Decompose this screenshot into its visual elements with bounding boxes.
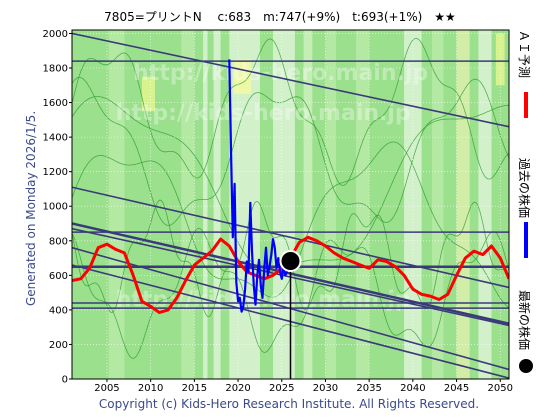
chart-title: 7805=プリントN c:683 m:747(+9%) t:693(+1%) ★… <box>104 10 456 24</box>
background-band <box>141 76 156 112</box>
legend-entry: ＡＩ予測 <box>517 30 531 118</box>
y-tick-label: 600 <box>49 271 68 282</box>
x-tick-label: 2010 <box>138 383 163 394</box>
trend-line <box>72 186 509 289</box>
background-band <box>456 30 470 379</box>
background-band <box>181 30 195 379</box>
x-tick-label: 2030 <box>313 383 338 394</box>
past-price-line <box>228 59 292 313</box>
x-tick-label: 2015 <box>182 383 207 394</box>
y-tick-label: 1400 <box>43 133 68 144</box>
background-band <box>325 30 336 379</box>
x-tick-label: 2025 <box>269 383 294 394</box>
y-tick-label: 400 <box>49 305 68 316</box>
y-tick-label: 1600 <box>43 98 68 109</box>
x-tick-label: 2045 <box>444 383 469 394</box>
trend-line <box>72 32 509 128</box>
background-wave <box>72 37 509 186</box>
x-tick-label: 2005 <box>94 383 119 394</box>
background-band <box>303 30 313 379</box>
watermark-text: http://kids-hero.main.jp <box>133 61 428 86</box>
latest-price-layer <box>279 249 302 379</box>
background-band <box>203 30 208 379</box>
legend-label: ＡＩ予測 <box>517 30 531 78</box>
plot-area: http://kids-hero.main.jp http://kids-hero… <box>72 30 509 379</box>
background-band <box>108 30 125 379</box>
watermark-text: http://kids-hero.main.jp <box>116 101 411 126</box>
x-axis-ticks: 2005 2010 2015 2020 2025 2030 2035 2040 2045 2050 <box>94 379 513 394</box>
background-band <box>495 33 505 86</box>
background-band <box>273 30 295 379</box>
y-axis-ticks: 0 200 400 600 800 1000 1200 1400 1600 1800 2000 <box>43 29 72 386</box>
y-tick-label: 800 <box>49 236 68 247</box>
latest-price-dot <box>279 249 302 272</box>
y-tick-label: 200 <box>49 340 68 351</box>
background-wave <box>72 77 509 226</box>
y-tick-label: 0 <box>62 375 68 386</box>
legend-label: 最新の株価 <box>517 290 532 350</box>
y-tick-label: 1200 <box>43 167 68 178</box>
background-band <box>432 30 444 379</box>
background-band <box>478 30 492 379</box>
x-tick-label: 2020 <box>225 383 250 394</box>
legend-entry: 最新の株価 <box>517 290 533 373</box>
generated-date: Generated on Monday 2026/1/5. <box>24 111 38 306</box>
background-band <box>213 30 221 379</box>
x-tick-label: 2050 <box>488 383 513 394</box>
y-tick-label: 1800 <box>43 64 68 75</box>
legend-label: 過去の株価 <box>517 158 532 218</box>
x-tick-label: 2040 <box>400 383 425 394</box>
plot-frame <box>71 29 510 380</box>
y-tick-label: 1000 <box>43 202 68 213</box>
y-tick-label: 2000 <box>43 29 68 40</box>
x-tick-label: 2035 <box>356 383 381 394</box>
legend-entry: 過去の株価 <box>517 158 532 258</box>
legend-dot <box>519 359 533 373</box>
copyright-text: Copyright (c) Kids-Hero Research Institu… <box>99 397 479 411</box>
